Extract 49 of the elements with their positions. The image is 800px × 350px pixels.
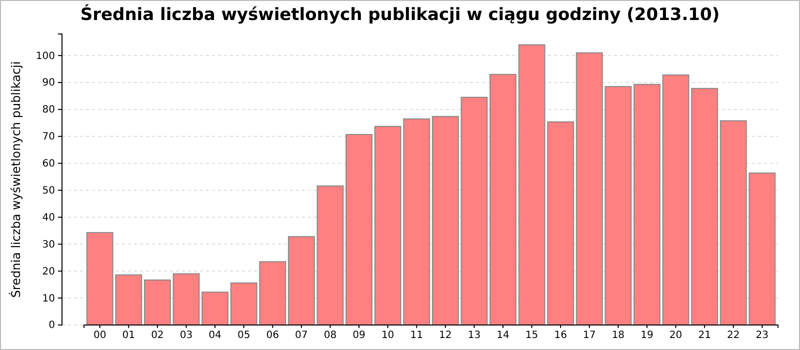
x-tick-label: 10 [381, 330, 394, 342]
x-tick-label: 00 [93, 330, 106, 342]
y-tick-label: 90 [42, 78, 55, 89]
x-tick-label: 08 [324, 330, 337, 342]
y-tick-label: 50 [42, 185, 55, 196]
bar [172, 273, 200, 326]
y-tick-label: 100 [36, 50, 55, 62]
y-axis-title: Średnia liczba wyświetlonych publikacji [8, 61, 23, 298]
x-tick-label: 19 [640, 330, 654, 342]
x-tick-label: 05 [237, 330, 250, 342]
y-tick-label: 10 [42, 293, 55, 304]
y-tick-label: 20 [42, 266, 55, 278]
bar [144, 280, 171, 326]
x-tick-label: 09 [352, 330, 366, 342]
y-tick-label: 60 [42, 158, 55, 170]
x-tick-label: 21 [698, 330, 711, 342]
y-tick-label: 0 [48, 320, 55, 332]
x-tick-label: 20 [669, 330, 682, 342]
bar [518, 44, 546, 326]
x-tick-label: 03 [180, 330, 193, 342]
x-tick-label: 18 [612, 330, 625, 342]
y-tick-label: 70 [42, 132, 55, 143]
x-tick-label: 17 [583, 330, 596, 342]
y-tick-label: 80 [42, 104, 55, 116]
x-tick-label: 22 [727, 330, 740, 342]
bar [288, 236, 315, 326]
bar [490, 74, 516, 326]
y-tick-label: 30 [42, 239, 55, 250]
x-tick-label: 15 [525, 330, 538, 342]
x-tick-label: 12 [439, 330, 452, 342]
x-tick-label: 02 [151, 330, 164, 342]
x-tick-label: 14 [496, 330, 510, 342]
bar [202, 292, 228, 326]
x-tick-label: 06 [266, 330, 279, 342]
x-tick-label: 07 [295, 330, 308, 342]
chart-title: Średnia liczba wyświetlonych publikacji w ciągu godziny (2013.10) [80, 4, 720, 25]
x-tick-label: 23 [756, 330, 769, 342]
bar [662, 74, 690, 326]
bar [316, 185, 344, 326]
x-tick-label: 16 [554, 330, 567, 342]
bar [547, 121, 574, 326]
y-tick-label: 40 [42, 212, 55, 224]
x-tick-label: 13 [468, 330, 481, 342]
x-tick-label: 04 [208, 330, 222, 342]
bar [634, 84, 660, 326]
bar [691, 88, 718, 326]
x-tick-label: 11 [410, 330, 423, 342]
bar [346, 134, 372, 326]
x-tick-label: 01 [122, 330, 135, 342]
